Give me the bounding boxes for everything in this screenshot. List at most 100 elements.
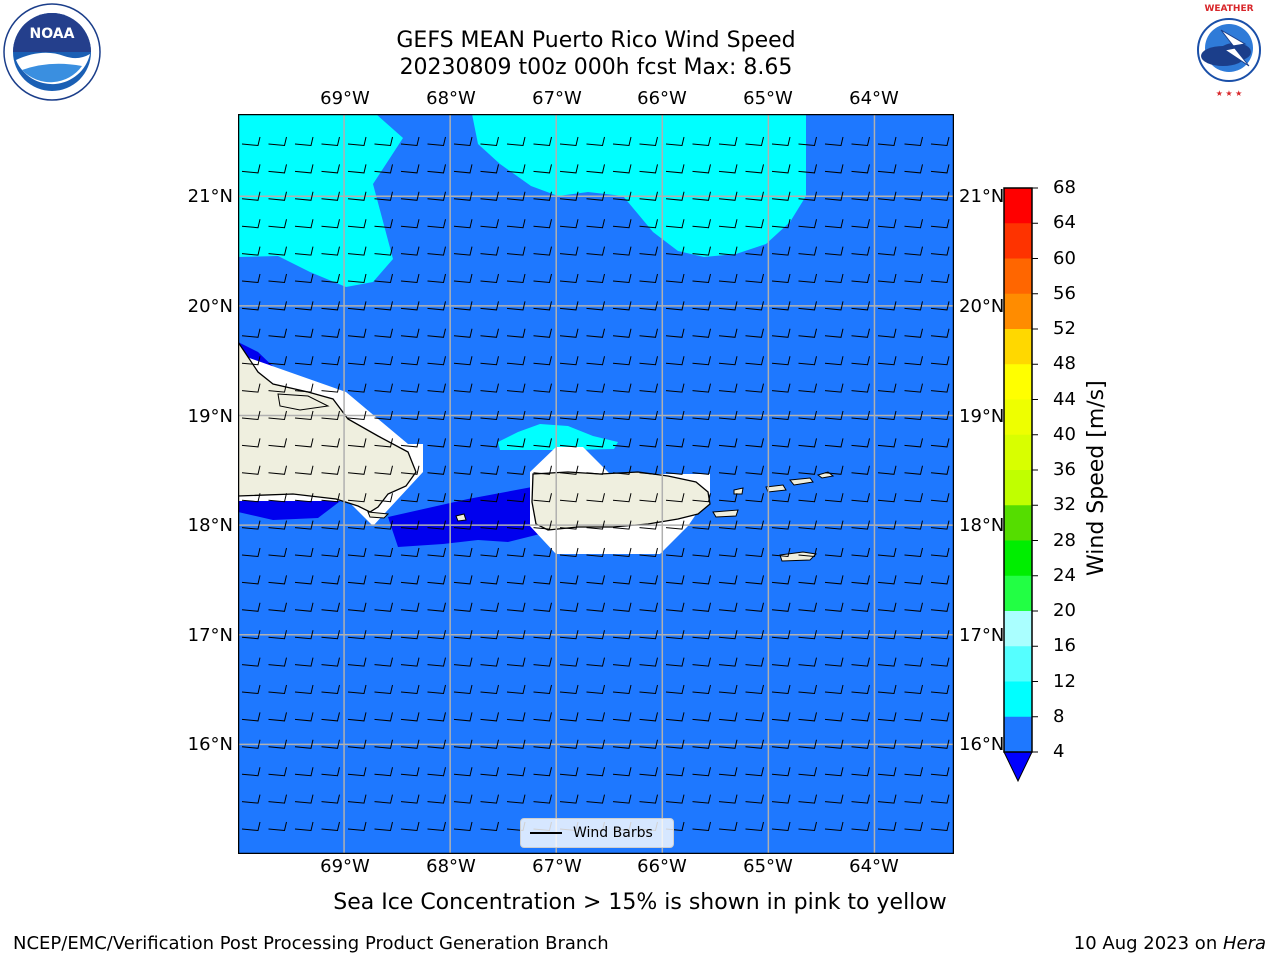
wind-barb	[745, 465, 764, 475]
wind-barb	[771, 739, 791, 749]
wind-barb	[453, 712, 473, 722]
wind-barb	[480, 219, 499, 229]
wind-barb	[798, 575, 817, 585]
wind-barb	[294, 767, 314, 777]
wind-barb	[745, 219, 764, 229]
wind-barb	[930, 438, 950, 448]
wind-barb	[745, 739, 764, 749]
wind-barb	[453, 356, 473, 366]
wind-barb	[347, 164, 367, 174]
wind-barb	[321, 739, 340, 749]
wind-barb	[824, 219, 844, 229]
lon-label-top-66w: 66°W	[637, 88, 687, 109]
wind-barb	[824, 602, 844, 612]
wind-barb	[453, 191, 473, 201]
wind-barb	[745, 493, 764, 503]
wind-barb	[400, 712, 420, 722]
wind-barb	[559, 794, 579, 804]
wind-barb	[798, 356, 817, 366]
wind-barb	[321, 630, 340, 640]
wind-barb	[718, 602, 738, 612]
wind-barb	[612, 657, 632, 667]
wind-barb	[241, 438, 261, 448]
wind-barb	[851, 301, 870, 311]
map-grid	[238, 114, 954, 854]
wind-barb	[268, 465, 287, 475]
wind-barb	[639, 410, 658, 421]
wind-barb	[718, 246, 738, 256]
wind-barb	[480, 410, 499, 421]
lon-label-bottom-66w: 66°W	[637, 856, 687, 877]
wind-barb	[453, 246, 473, 256]
land-tortola	[789, 477, 814, 486]
map-frame	[238, 114, 954, 854]
wind-barb	[586, 520, 605, 530]
wind-barb	[877, 328, 897, 338]
wind-barb	[268, 328, 287, 338]
wind-barb	[930, 164, 950, 174]
wind-barb	[241, 328, 261, 338]
wind-barb	[453, 410, 473, 421]
wind-barb	[586, 328, 605, 338]
wind-barb	[798, 383, 817, 393]
wind-barb	[400, 520, 420, 530]
wind-barb	[453, 821, 473, 832]
wind-barb	[930, 547, 950, 558]
wind-barb	[824, 630, 844, 640]
wind-barb	[347, 301, 367, 311]
wind-barb	[559, 657, 579, 667]
wind-barb	[771, 246, 791, 256]
wind-barb	[480, 273, 499, 284]
wind-barb	[904, 328, 923, 338]
wind-barb	[480, 246, 499, 256]
wind-barb	[453, 520, 473, 530]
wind-barb	[851, 328, 870, 338]
wind-barb	[294, 465, 314, 475]
wind-barb	[533, 794, 552, 804]
wind-barb	[745, 301, 764, 311]
wind-barb	[824, 767, 844, 777]
wind-barb	[400, 684, 420, 695]
wind-barb	[798, 712, 817, 722]
wind-barb	[347, 493, 367, 503]
wind-barb	[321, 547, 340, 558]
wind-barb	[268, 383, 287, 393]
wind-barb	[798, 301, 817, 311]
wind-barb	[718, 767, 738, 777]
wind-barb	[745, 684, 764, 695]
wind-barb	[745, 191, 764, 201]
wind-barb	[453, 575, 473, 585]
wind-barb	[771, 767, 791, 777]
wind-barb	[798, 602, 817, 612]
wind-barb	[559, 246, 579, 256]
wind-barb	[771, 794, 791, 804]
wind-barb	[400, 383, 420, 393]
wind-barb	[692, 438, 711, 448]
colorbar-tick-label: 4	[1053, 741, 1065, 762]
wind-barb	[427, 630, 446, 640]
wind-barb	[506, 410, 526, 421]
wind-barb	[374, 493, 393, 503]
wind-barb	[586, 547, 605, 558]
wind-barb	[877, 246, 897, 256]
land-culebra	[733, 487, 744, 495]
wind-barb	[771, 273, 791, 284]
wind-barb	[904, 767, 923, 777]
wind-barb	[612, 465, 632, 475]
wind-barb	[400, 547, 420, 558]
wind-barb	[533, 602, 552, 612]
lon-label-bottom-67w: 67°W	[532, 856, 582, 877]
wind-barb	[718, 383, 738, 393]
wind-barb	[877, 164, 897, 174]
wind-barb	[427, 328, 446, 338]
wind-barb	[771, 383, 791, 393]
wind-barb	[798, 273, 817, 284]
wind-barb	[268, 273, 287, 284]
wind-barb	[241, 219, 261, 229]
wind-barb	[400, 794, 420, 804]
wind-barb	[718, 520, 738, 530]
wind-barb	[718, 328, 738, 338]
wind-barb	[294, 164, 314, 174]
colorbar-tick-label: 24	[1053, 564, 1076, 586]
colorbar-segment	[1004, 681, 1032, 718]
